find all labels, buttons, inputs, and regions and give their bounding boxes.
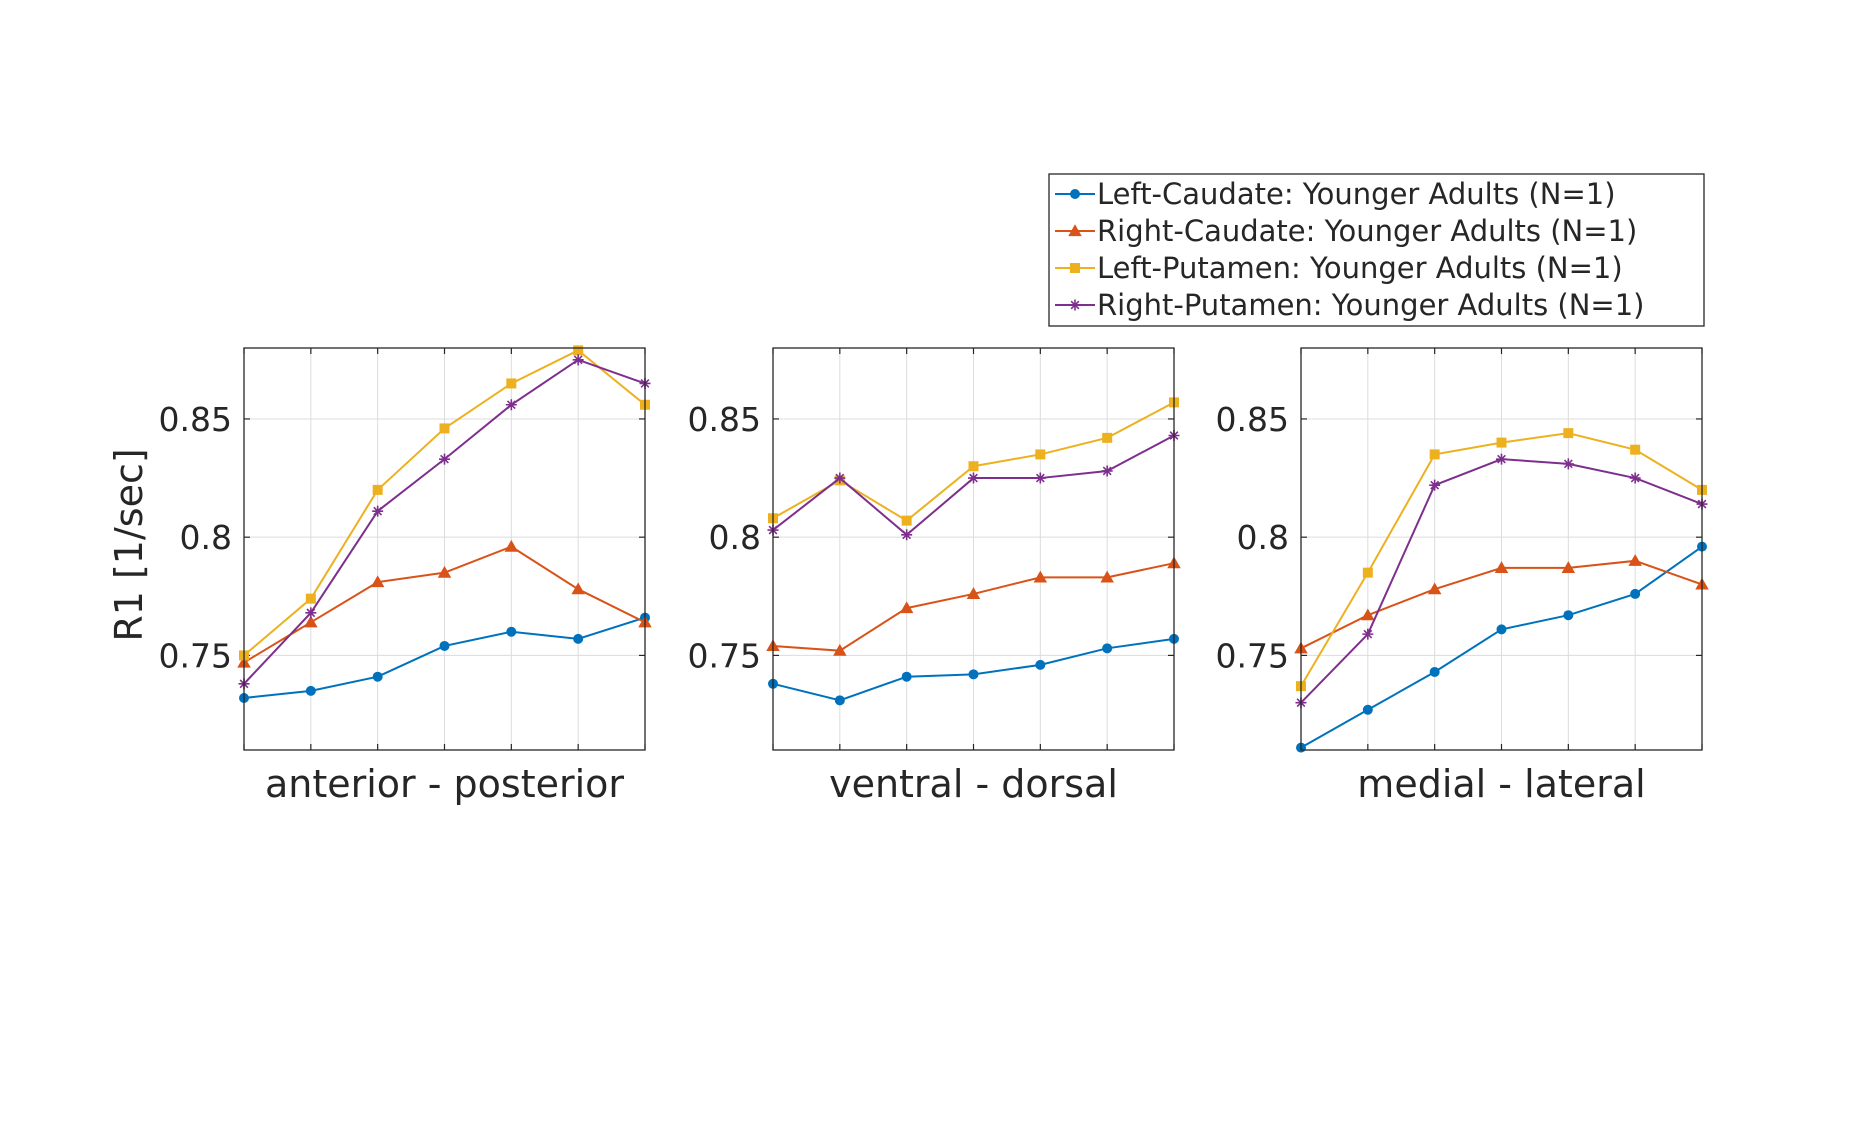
panel-2: 0.75 0.8 0.85 ventral - dorsal — [688, 347, 1181, 806]
data-point — [439, 423, 450, 434]
x-axis-label: anterior - posterior — [265, 762, 624, 806]
x-axis-label: medial - lateral — [1357, 762, 1645, 806]
data-point — [504, 539, 519, 552]
data-point — [1102, 643, 1113, 654]
data-point — [1361, 608, 1375, 621]
data-point — [305, 593, 316, 604]
data-point — [370, 575, 385, 588]
y-tick-label: 0.85 — [1216, 400, 1289, 439]
x-axis-label: ventral - dorsal — [829, 762, 1118, 806]
data-point — [1429, 666, 1440, 677]
data-point — [372, 671, 383, 682]
data-point — [305, 685, 316, 696]
data-point — [1562, 458, 1574, 470]
axes-frame — [772, 347, 1175, 751]
legend-entry: Right-Caudate: Younger Adults (N=1) — [1055, 214, 1637, 248]
data-point — [506, 626, 517, 637]
legend-label: Right-Caudate: Younger Adults (N=1) — [1097, 214, 1637, 248]
data-point — [899, 601, 914, 614]
legend-label: Left-Caudate: Younger Adults (N=1) — [1097, 177, 1616, 211]
data-point — [1563, 610, 1574, 621]
legend-box — [1048, 173, 1705, 327]
data-point — [834, 472, 846, 484]
data-point — [305, 607, 317, 619]
y-tick-label: 0.85 — [688, 400, 761, 439]
data-point — [1496, 437, 1507, 448]
panel-1: 0.75 0.8 0.85 anterior - posterior — [159, 345, 652, 806]
data-point — [966, 587, 981, 599]
data-point — [1628, 554, 1642, 566]
data-point — [1034, 472, 1046, 484]
data-point — [1429, 449, 1440, 460]
data-point — [901, 529, 913, 541]
data-point — [304, 615, 318, 628]
axes-frame — [243, 347, 646, 751]
data-point — [1427, 582, 1442, 595]
data-point — [968, 461, 979, 472]
data-point — [372, 505, 384, 517]
data-point — [439, 453, 450, 465]
legend-entry: Right-Putamen: Younger Adults (N=1) — [1055, 288, 1645, 322]
data-point — [1494, 561, 1509, 573]
data-point — [1362, 704, 1373, 715]
data-point — [968, 669, 979, 680]
data-point — [1101, 465, 1113, 477]
legend-marker — [1070, 189, 1080, 199]
data-point — [1035, 659, 1046, 670]
data-point — [1563, 428, 1574, 439]
data-point — [1100, 570, 1114, 583]
data-point — [571, 582, 585, 595]
data-point — [573, 633, 584, 644]
data-point — [901, 671, 912, 682]
series-triangle — [766, 556, 1181, 656]
legend-marker — [1068, 224, 1082, 237]
data-point — [1035, 449, 1046, 460]
legend-entry: Left-Putamen: Younger Adults (N=1) — [1055, 251, 1623, 285]
data-point — [1561, 561, 1576, 573]
legend-marker — [1070, 263, 1080, 273]
legend-label: Right-Putamen: Younger Adults (N=1) — [1097, 288, 1645, 322]
y-tick-label: 0.75 — [159, 636, 232, 675]
data-point — [372, 484, 383, 495]
data-point — [834, 695, 845, 706]
series-circle — [239, 612, 650, 703]
data-point — [1362, 628, 1374, 640]
data-point — [1362, 567, 1373, 578]
legend-entry: Left-Caudate: Younger Adults (N=1) — [1055, 177, 1616, 211]
data-point — [506, 378, 517, 389]
y-tick-label: 0.8 — [180, 518, 232, 557]
data-point — [1033, 570, 1048, 583]
data-point — [833, 643, 847, 656]
y-axis-label: R1 [1/sec] — [107, 448, 151, 641]
y-tick-label: 0.75 — [688, 636, 761, 675]
y-tick-label: 0.8 — [1237, 518, 1289, 557]
y-tick-label: 0.8 — [709, 518, 761, 557]
data-point — [572, 354, 584, 366]
data-point — [1429, 479, 1441, 491]
legend: Left-Caudate: Younger Adults (N=1)Right-… — [1048, 173, 1705, 327]
data-point — [573, 345, 584, 356]
data-point — [1630, 588, 1641, 599]
data-point — [1496, 453, 1507, 465]
data-point — [439, 640, 450, 651]
data-point — [1630, 444, 1641, 455]
axes-frame — [1300, 347, 1703, 751]
legend-label: Left-Putamen: Younger Adults (N=1) — [1097, 251, 1623, 285]
data-point — [1102, 432, 1113, 443]
data-point — [505, 399, 517, 411]
data-point — [437, 565, 452, 578]
y-tick-label: 0.75 — [1216, 636, 1289, 675]
data-point — [1496, 624, 1507, 635]
data-point — [968, 472, 979, 484]
panel-3: 0.75 0.8 0.85 medial - lateral — [1216, 347, 1709, 806]
data-point — [1629, 472, 1641, 484]
legend-marker — [1069, 299, 1081, 311]
data-point — [901, 515, 912, 526]
y-tick-label: 0.85 — [159, 400, 232, 439]
